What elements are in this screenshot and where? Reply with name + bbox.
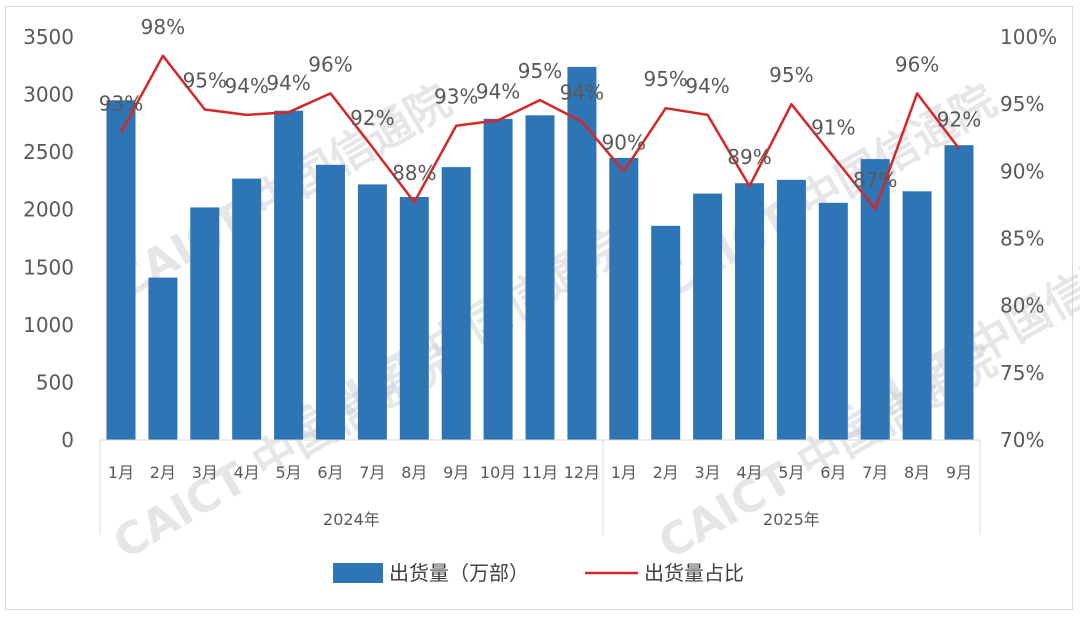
shipment-bar: [148, 277, 178, 440]
share-data-label: 93%: [99, 91, 143, 115]
share-data-label: 95%: [643, 67, 687, 91]
shipment-bar: [609, 157, 639, 440]
right-axis-tick: 95%: [1000, 92, 1044, 116]
shipment-bar: [776, 179, 806, 441]
share-data-label: 95%: [769, 63, 813, 87]
x-category-label: 3月: [695, 463, 721, 482]
x-category-label: 1月: [611, 463, 637, 482]
shipment-bar: [902, 191, 932, 440]
shipment-bar: [567, 66, 597, 441]
share-data-label: 94%: [560, 81, 604, 105]
x-category-label: 7月: [862, 463, 888, 482]
x-category-label: 2月: [150, 463, 176, 482]
legend-bar-swatch: [333, 563, 383, 583]
line-layer: [119, 54, 960, 211]
share-data-label: 96%: [308, 52, 352, 76]
x-category-label: 7月: [359, 463, 385, 482]
right-axis-tick: 70%: [1000, 428, 1044, 452]
x-category-label: 8月: [904, 463, 930, 482]
data-labels-layer: 93%98%95%94%94%96%92%88%93%94%95%94%90%9…: [99, 15, 981, 192]
legend-bar-label: 出货量（万部）: [389, 561, 529, 585]
x-category-label: 5月: [276, 463, 302, 482]
left-axis-tick: 500: [36, 370, 74, 394]
left-axis-tick: 0: [61, 428, 74, 452]
shipment-bar: [525, 115, 555, 441]
shipment-bar: [944, 145, 974, 440]
left-axis-tick: 1000: [23, 313, 74, 337]
right-axis-tick: 75%: [1000, 361, 1044, 385]
right-axis-tick: 85%: [1000, 227, 1044, 251]
shipment-bar: [818, 202, 848, 440]
shipment-bar: [441, 167, 471, 440]
share-data-label: 92%: [937, 108, 981, 132]
share-data-label: 94%: [266, 71, 310, 95]
axes-layer: 0 500 1000 1500 2000 2500 3000 3500 70% 75% 80% 85%…: [23, 25, 1057, 535]
share-line: [119, 54, 960, 211]
right-axis-tick: 100%: [1000, 25, 1057, 49]
shipment-bar: [483, 118, 513, 441]
share-data-label: 88%: [392, 161, 436, 185]
x-category-label: 9月: [946, 463, 972, 482]
x-category-label: 2月: [653, 463, 679, 482]
x-category-label: 1月: [108, 463, 134, 482]
x-category-label: 4月: [736, 463, 762, 482]
x-category-label: 6月: [820, 463, 846, 482]
shipment-bar: [735, 183, 764, 440]
left-axis-tick: 2000: [23, 198, 74, 222]
left-axis-tick: 3000: [23, 83, 74, 107]
x-category-label: 10月: [480, 463, 516, 482]
left-axis-tick: 2500: [23, 140, 74, 164]
left-axis-tick: 1500: [23, 255, 74, 279]
x-category-label: 11月: [522, 463, 558, 482]
shipment-bar: [190, 207, 220, 440]
legend: 出货量（万部） 出货量占比: [333, 561, 744, 585]
x-category-label: 9月: [443, 463, 469, 482]
x-category-label: 3月: [192, 463, 218, 482]
x-category-label: 6月: [317, 463, 343, 482]
bars-layer: [106, 66, 974, 441]
share-data-label: 98%: [141, 15, 185, 39]
shipment-bar: [106, 100, 136, 441]
x-category-label: 8月: [401, 463, 427, 482]
share-data-label: 94%: [476, 79, 520, 103]
x-group-label: 2025年: [763, 510, 820, 529]
share-data-label: 89%: [727, 145, 771, 169]
shipment-bar: [693, 193, 723, 440]
share-data-label: 94%: [685, 74, 729, 98]
share-data-label: 91%: [811, 116, 855, 140]
left-axis-tick: 3500: [23, 25, 74, 49]
share-data-label: 92%: [350, 106, 394, 130]
share-data-label: 90%: [602, 130, 646, 154]
shipment-bar: [651, 225, 681, 440]
share-data-label: 95%: [183, 69, 227, 93]
right-axis-tick: 80%: [1000, 294, 1044, 318]
share-data-label: 87%: [853, 168, 897, 192]
share-data-label: 95%: [518, 59, 562, 83]
legend-line-label: 出货量占比: [644, 561, 744, 585]
x-category-label: 4月: [234, 463, 260, 482]
shipment-bar: [399, 197, 429, 440]
x-category-label: 5月: [778, 463, 804, 482]
right-axis-tick: 90%: [1000, 159, 1044, 183]
x-category-label: 12月: [564, 463, 600, 482]
shipment-bar: [274, 110, 304, 440]
shipment-bar: [357, 184, 387, 440]
shipment-bar: [232, 178, 262, 440]
x-group-label: 2024年: [323, 510, 380, 529]
shipment-bar: [316, 164, 345, 441]
share-data-label: 96%: [895, 52, 939, 76]
shipment-bar: [860, 159, 890, 440]
share-data-label: 93%: [434, 85, 478, 109]
share-data-label: 94%: [224, 74, 268, 98]
